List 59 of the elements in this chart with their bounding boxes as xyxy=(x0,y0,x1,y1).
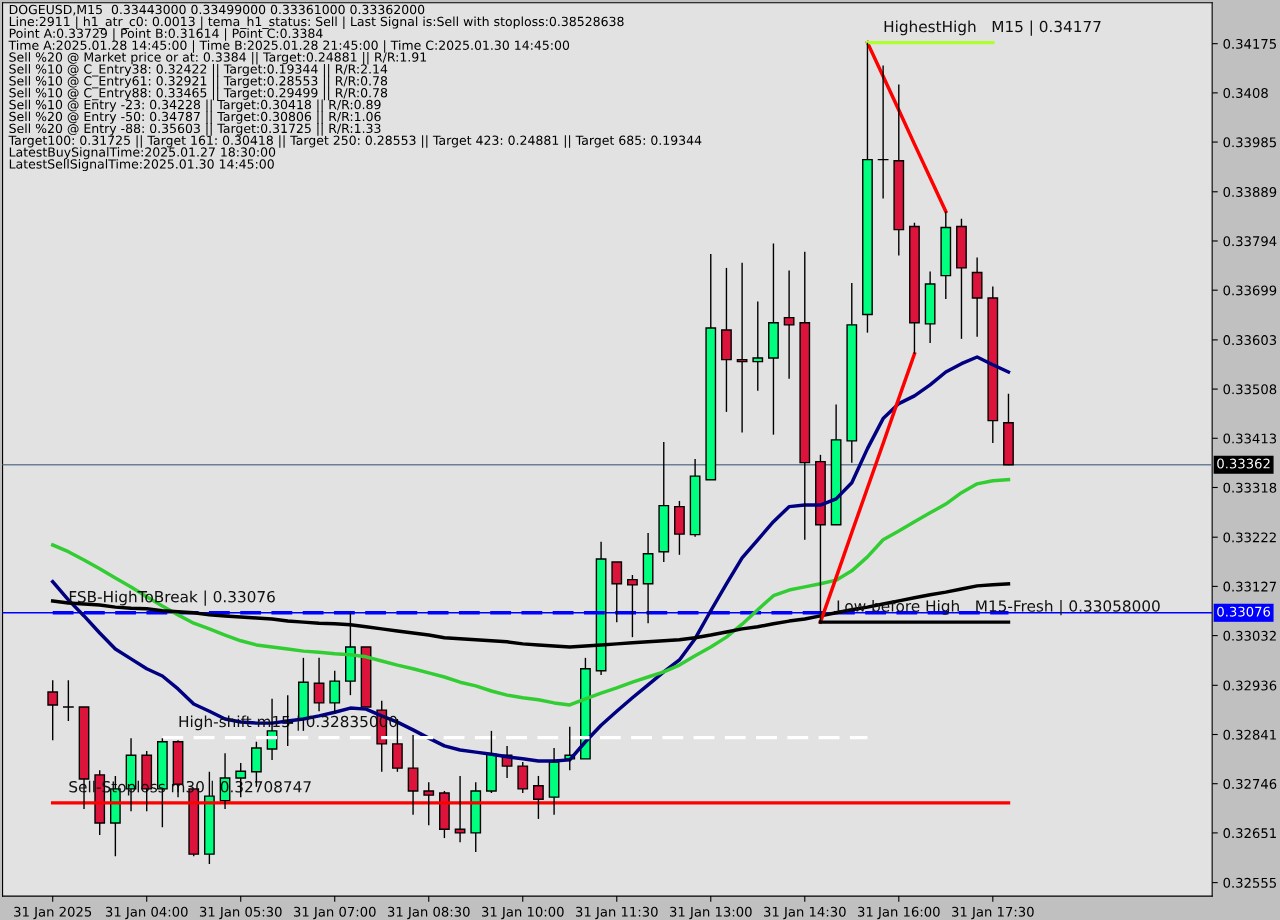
candlestick xyxy=(799,251,811,541)
candlestick xyxy=(924,270,936,344)
ref-line-label: 0.33362 xyxy=(1217,458,1270,469)
series-label: HighestHigh M15 | 0.34177 xyxy=(884,20,1101,36)
y-tick-label: 0.32936 xyxy=(1223,680,1277,691)
x-tick-label: 31 Jan 04:00 xyxy=(105,906,188,920)
x-tick-label: 31 Jan 11:30 xyxy=(576,906,658,920)
y-tick-label: 0.33127 xyxy=(1223,581,1277,592)
x-tick-label: 31 Jan 05:30 xyxy=(199,906,282,920)
y-tick-label: 0.33603 xyxy=(1223,335,1277,346)
y-tick-label: 0.32841 xyxy=(1223,729,1276,740)
x-tick-label: 31 Jan 10:00 xyxy=(481,906,564,920)
y-tick-label: 0.33413 xyxy=(1223,433,1277,444)
y-tick-label: 0.32746 xyxy=(1223,778,1277,789)
annotation: Time A:2025.01.28 14:45:00 | Time B:2025.01.28 21:45:00 | Time C:2025.01.30 14:45:00 xyxy=(8,40,570,53)
y-tick-label: 0.33318 xyxy=(1223,482,1277,493)
x-tick-label: 31 Jan 08:30 xyxy=(387,906,470,920)
candlestick xyxy=(313,657,325,712)
y-tick-label: 0.3408 xyxy=(1223,88,1268,99)
y-tick-label: 0.32651 xyxy=(1223,828,1276,839)
y-tick-label: 0.32555 xyxy=(1223,877,1276,888)
x-tick-label: 31 Jan 13:00 xyxy=(670,906,752,920)
y-tick-label: 0.33889 xyxy=(1223,187,1277,197)
y-tick-label: 0.33032 xyxy=(1223,630,1276,641)
candlestick xyxy=(862,41,873,334)
y-tick-label: 0.33794 xyxy=(1223,236,1277,247)
candlestick xyxy=(971,256,983,338)
x-tick-label: 31 Jan 14:30 xyxy=(764,906,846,920)
candlestick xyxy=(783,269,795,380)
candlestick xyxy=(893,83,905,257)
annotation: Target100: 0.31725 || Target 161: 0.30418 || Target 250: 0.28553 || Target 423: 0.24881 || Target 685: 0.19344 xyxy=(8,135,702,148)
candlestick xyxy=(642,532,654,624)
y-tick-label: 0.33699 xyxy=(1223,285,1277,296)
line-series xyxy=(865,40,948,214)
candlestick xyxy=(721,267,732,413)
chart-title: DOGEUSD,M15 0.33443000 0.33499000 0.33361000 0.33362000 xyxy=(9,4,425,16)
x-tick-label: 31 Jan 2025 xyxy=(14,906,92,920)
candlestick xyxy=(752,300,764,392)
candlestick xyxy=(407,734,419,816)
annotation: Sell %20 @ Entry -50: 0.34787 || Target:0.30806 || R/R:1.06 xyxy=(9,111,381,124)
annotation: Sell %10 @ C_Entry38: 0.32422 || Target:0.19344 || R/R:2.14 xyxy=(9,63,388,77)
x-tick-label: 31 Jan 07:00 xyxy=(293,906,376,920)
annotation: Line:2911 | h1_atr_c0: 0.0013 | tema_h1_status: Sell | Last Signal is:Sell with stoploss:0.38528638 xyxy=(9,16,624,29)
annotation: Sell %20 @ Market price or at: 0.3384 || Target:0.24881 || R/R:1.91 xyxy=(9,52,427,65)
x-tick-label: 31 Jan 16:00 xyxy=(858,906,940,920)
y-tick-label: 0.33985 xyxy=(1223,137,1276,148)
annotation: LatestBuySignalTime:2025.01.27 18:30:00 xyxy=(9,147,276,160)
candlestick xyxy=(689,458,701,538)
candlestick xyxy=(768,242,779,436)
x-tick-label: 31 Jan 17:30 xyxy=(952,906,1034,920)
annotation: Point A:0.33729 | Point B:0.31614 | Point C:0.3384 xyxy=(9,28,323,41)
annotation: LatestSellSignalTime:2025.01.30 14:45:00 xyxy=(9,159,274,172)
candlestick xyxy=(454,775,466,843)
candlestick xyxy=(846,282,858,464)
annotation: Sell %20 @ Entry -88: 0.35603 || Target:0.31725 || R/R:1.33 xyxy=(9,123,381,136)
y-tick-label: 0.33508 xyxy=(1223,384,1277,395)
y-tick-label: 0.33222 xyxy=(1223,532,1276,543)
ref-line-label: 0.33076 xyxy=(1217,606,1271,617)
y-tick-label: 0.34175 xyxy=(1223,38,1276,49)
